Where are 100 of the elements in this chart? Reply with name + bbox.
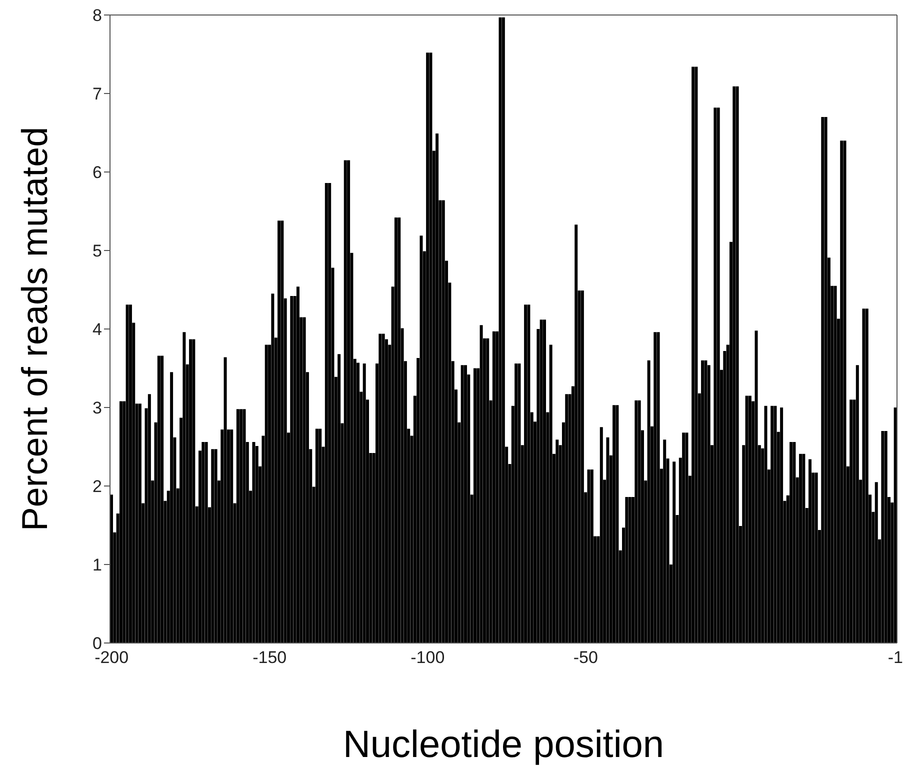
bar <box>398 218 401 643</box>
bar <box>634 400 638 643</box>
y-tick-label: 6 <box>92 163 102 182</box>
bar <box>834 286 837 643</box>
bar <box>460 365 464 643</box>
bar <box>862 308 866 643</box>
bar <box>280 220 284 643</box>
bar <box>565 394 568 643</box>
bar <box>600 427 603 643</box>
bar <box>774 406 777 643</box>
bar <box>654 332 657 643</box>
bar <box>616 405 619 643</box>
bar <box>606 437 610 643</box>
bar <box>824 117 828 643</box>
y-tick-label: 8 <box>92 6 102 26</box>
bar <box>318 428 322 643</box>
bar <box>590 470 594 643</box>
bar <box>780 408 784 643</box>
bar <box>682 432 686 643</box>
bar <box>271 294 274 643</box>
bar <box>672 462 676 643</box>
x-tick-label: -1 <box>888 648 903 668</box>
bar <box>628 496 632 643</box>
bar <box>764 406 768 643</box>
bar <box>119 401 122 643</box>
y-axis-title: Percent of reads mutated <box>14 126 55 532</box>
bar <box>685 432 688 643</box>
bar <box>736 86 739 643</box>
bar <box>574 224 578 643</box>
bar <box>625 496 628 643</box>
bar <box>840 140 844 643</box>
y-tick-label: 5 <box>92 242 102 261</box>
bar <box>429 52 432 643</box>
bar <box>790 442 793 643</box>
y-tick-label: 4 <box>92 320 102 340</box>
bar <box>865 308 868 643</box>
bar <box>498 17 502 643</box>
bar <box>556 440 559 643</box>
bar <box>587 470 590 643</box>
bar <box>182 332 186 643</box>
x-axis-title: Nucleotide position <box>342 724 664 766</box>
bar <box>170 372 174 643</box>
bar <box>802 454 806 643</box>
bar <box>694 66 698 643</box>
bar <box>692 66 695 643</box>
bar <box>540 320 543 643</box>
bar <box>315 428 318 643</box>
bar <box>356 362 360 643</box>
bar <box>436 134 439 643</box>
bar <box>732 86 736 643</box>
bar <box>189 339 192 643</box>
bar <box>442 200 445 643</box>
bar <box>518 364 521 643</box>
bar <box>242 409 246 643</box>
bar <box>514 364 518 643</box>
bar <box>204 442 208 643</box>
bar <box>252 442 256 643</box>
bar <box>324 182 328 643</box>
bar <box>480 325 483 643</box>
bar <box>344 160 347 643</box>
bar <box>799 454 802 643</box>
bar <box>486 338 490 643</box>
bar <box>426 52 430 643</box>
bar <box>543 320 546 643</box>
bar <box>704 360 708 643</box>
bar <box>473 368 476 643</box>
bar <box>656 332 660 643</box>
bar <box>338 354 341 643</box>
bar <box>843 140 846 643</box>
bar <box>420 236 423 643</box>
bar <box>502 17 505 643</box>
bar <box>748 396 752 643</box>
bar <box>714 108 717 643</box>
bar <box>881 431 884 643</box>
bar <box>296 286 300 643</box>
bar <box>663 440 666 643</box>
bar <box>160 356 164 643</box>
bar <box>821 117 824 643</box>
bar <box>770 406 774 643</box>
bar <box>148 394 151 643</box>
bar <box>224 357 227 643</box>
y-tick-label: 2 <box>92 477 102 496</box>
bar <box>580 290 584 643</box>
bar <box>255 446 258 643</box>
bar <box>240 409 243 643</box>
bar <box>524 304 528 643</box>
bar <box>638 400 641 643</box>
bar <box>612 405 616 643</box>
bar <box>264 344 268 643</box>
bar <box>792 442 796 643</box>
bar <box>230 429 234 643</box>
bar <box>378 334 382 643</box>
bar <box>302 317 306 643</box>
bar <box>214 449 218 643</box>
bar <box>527 304 530 643</box>
bar <box>808 459 812 643</box>
y-tick-label: 1 <box>92 556 102 575</box>
bar <box>394 218 398 643</box>
bar <box>549 344 552 643</box>
bar <box>211 449 214 643</box>
